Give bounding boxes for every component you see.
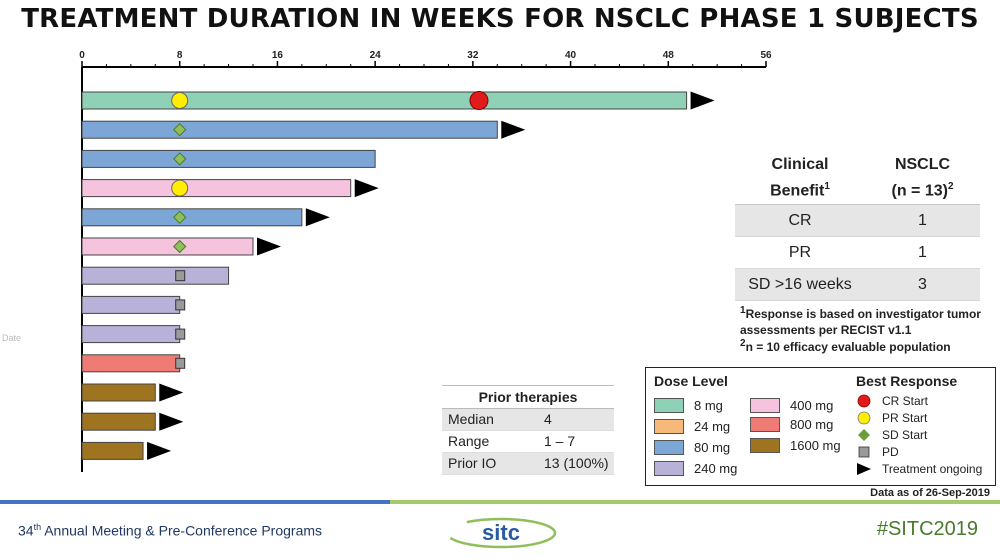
pr-start-marker [171,92,189,109]
yellow-circle-icon [856,411,872,425]
legend-dose-item: 1600 mg [750,436,841,454]
dose-swatch [750,437,780,453]
table-row: Median 4 [442,409,614,431]
pd-marker [175,299,186,311]
gray-square-icon [856,445,872,459]
subject-bar [81,149,376,168]
x-tick-label: 40 [565,50,577,61]
dose-swatch [654,418,684,434]
prior-therapies-table: Prior therapies Median 4 Range 1 – 7 Pri… [442,385,614,475]
sd-start-marker [173,152,187,166]
legend-dose-item: 24 mg [654,417,730,435]
footnote-1-continued: assessments per RECIST v1.1 [740,323,912,337]
pd-marker [175,328,186,340]
dose-swatch [654,397,684,413]
table-row: Prior IO 13 (100%) [442,453,614,475]
clinical-benefit-table: Clinical Benefit1 NSCLC (n = 13)2 CR 1 P… [735,152,980,301]
legend-response-item: SD Start [856,426,927,444]
x-tick-label: 16 [272,50,284,61]
subject-bar [81,208,303,227]
dose-level-title: Dose Level [654,373,728,389]
legend-response-item: PR Start [856,409,927,427]
sd-start-marker [173,210,187,225]
header-nsclc: NSCLC (n = 13)2 [891,155,954,200]
table-header-row: Clinical Benefit1 NSCLC (n = 13)2 [735,152,980,205]
subject-bar [81,179,352,198]
ongoing-arrow [159,412,184,431]
legend-response-item: Treatment ongoing [856,460,982,478]
ongoing-arrow [257,237,281,256]
data-as-of: Data as of 26-Sep-2019 [870,487,990,499]
ongoing-arrow [501,120,526,139]
legend-response-item: CR Start [856,392,928,410]
prior-therapies-header: Prior therapies [442,386,614,409]
ongoing-arrow [159,383,184,402]
sd-start-marker [173,239,187,254]
meeting-name: 34th Annual Meeting & Pre-Conference Pro… [18,522,323,539]
chart-legend: Dose Level 8 mg 24 mg 80 mg 240 mg 400 m… [645,367,996,486]
footer-divider-green [390,500,1000,504]
subject-bar [81,266,230,285]
header-clinical-benefit: Clinical Benefit1 [770,155,830,200]
subject-bar [81,120,498,139]
red-circle-icon [856,394,872,408]
hashtag: #SITC2019 [876,518,978,540]
subject-bar [81,91,688,110]
legend-dose-item: 400 mg [750,396,833,414]
ongoing-arrow [690,91,715,110]
table-row: PR 1 [735,237,980,269]
best-response-title: Best Response [856,373,958,389]
duration-chart: 0 8 16 24 32 40 48 56 [79,50,772,472]
footer-divider-blue [0,500,390,504]
ongoing-arrow [354,179,379,198]
pd-marker [175,270,186,282]
subject-bar [81,383,156,402]
subject-bar [81,295,181,314]
subject-bar [81,354,181,373]
dose-swatch [654,439,684,455]
x-tick-label: 56 [760,50,772,61]
cr-start-marker [469,91,489,110]
table-row: SD >16 weeks 3 [735,269,980,301]
ongoing-arrow [305,208,330,227]
footnote-2: 2n = 10 efficacy evaluable population [740,338,951,354]
green-diamond-icon [856,428,872,442]
black-arrow-icon [856,462,872,476]
subject-bar [81,237,254,256]
legend-dose-item: 80 mg [654,438,730,456]
x-tick-label: 8 [177,50,183,61]
legend-response-item: PD [856,443,899,461]
x-tick-label: 0 [79,50,85,61]
subject-bar [81,441,144,460]
footnote-1: 1Response is based on investigator tumor [740,305,981,321]
sd-start-marker [173,122,187,137]
x-tick-label: 48 [663,50,675,61]
svg-text:sitc: sitc [482,520,520,545]
pr-start-marker [171,179,189,197]
ongoing-arrow [147,441,172,460]
dose-swatch [654,460,684,476]
table-row: CR 1 [735,205,980,237]
subject-bar [81,325,181,344]
dose-swatch [750,416,780,432]
subject-bar [81,412,156,431]
pd-marker [175,357,186,369]
dose-swatch [750,397,780,413]
legend-dose-item: 8 mg [654,396,723,414]
sitc-logo: sitc [445,517,557,549]
page-title: TREATMENT DURATION IN WEEKS FOR NSCLC PH… [21,4,979,34]
x-tick-label: 32 [467,50,479,61]
table-row: Range 1 – 7 [442,431,614,453]
legend-dose-item: 240 mg [654,459,737,477]
side-note: Date [2,333,22,343]
x-tick-label: 24 [370,50,382,61]
legend-dose-item: 800 mg [750,415,833,433]
